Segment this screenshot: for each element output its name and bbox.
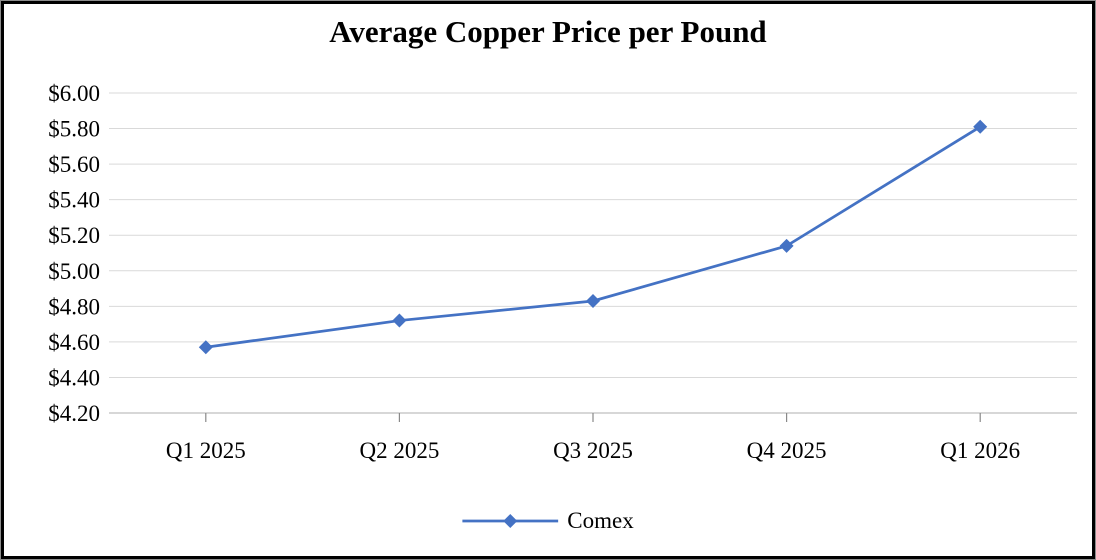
data-point-marker [198,340,213,355]
legend-marker-icon [503,513,518,528]
x-axis-tick-label: Q3 2025 [553,438,633,463]
x-axis-tick-label: Q1 2026 [940,438,1020,463]
y-axis-tick-label: $5.60 [48,152,100,177]
x-axis-tick-label: Q1 2025 [166,438,246,463]
data-point-marker [586,294,600,308]
y-axis-tick-label: $4.40 [48,365,100,390]
y-axis-tick-label: $5.40 [48,188,100,213]
y-axis-tick-label: $5.20 [48,223,100,248]
y-axis-tick-label: $5.00 [48,259,100,284]
y-axis-tick-label: $5.80 [48,117,100,142]
chart-svg: $6.00 $5.80 $5.60 $5.40 $5.20 $5.00 $4.80 $4.60… [48,81,1077,463]
data-point-marker [392,313,407,328]
chart-title: Average Copper Price per Pound [329,14,767,49]
y-axis-tick-label: $4.20 [48,401,100,426]
legend-label: Comex [567,508,634,533]
legend-line-marker-icon [462,513,559,528]
x-axis-tick-label: Q4 2025 [747,438,827,463]
series-line-comex [205,125,981,349]
y-axis-tick-label: $4.80 [48,294,100,319]
legend: Comex [462,508,634,533]
x-axis-tick-label: Q2 2025 [359,438,439,463]
y-axis-tick-label: $6.00 [48,81,100,106]
y-axis-tick-label: $4.60 [48,330,100,355]
data-point-marker [779,238,794,253]
data-point-marker [973,119,988,134]
